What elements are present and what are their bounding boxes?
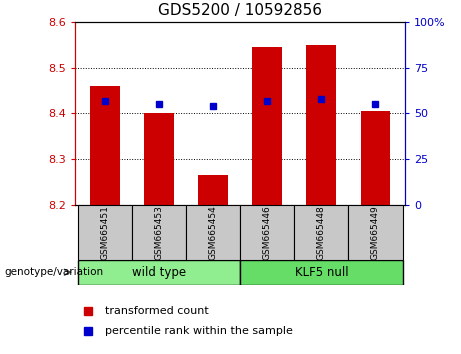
Bar bbox=[198, 175, 228, 205]
Bar bbox=[252, 47, 282, 205]
Text: GSM665446: GSM665446 bbox=[263, 205, 272, 260]
Text: GSM665451: GSM665451 bbox=[100, 205, 109, 260]
Text: KLF5 null: KLF5 null bbox=[295, 266, 348, 279]
Bar bbox=[144, 113, 174, 205]
Title: GDS5200 / 10592856: GDS5200 / 10592856 bbox=[158, 3, 322, 18]
Text: wild type: wild type bbox=[132, 266, 186, 279]
Bar bbox=[186, 205, 240, 260]
Text: GSM665449: GSM665449 bbox=[371, 205, 380, 260]
Bar bbox=[240, 260, 402, 285]
Bar bbox=[307, 45, 336, 205]
Bar bbox=[240, 205, 294, 260]
Text: GSM665453: GSM665453 bbox=[154, 205, 164, 260]
Bar bbox=[90, 86, 120, 205]
Bar bbox=[294, 205, 349, 260]
Text: genotype/variation: genotype/variation bbox=[5, 267, 104, 277]
Bar bbox=[132, 205, 186, 260]
Bar bbox=[349, 205, 402, 260]
Text: percentile rank within the sample: percentile rank within the sample bbox=[105, 326, 293, 336]
Bar bbox=[361, 111, 390, 205]
Text: transformed count: transformed count bbox=[105, 307, 208, 316]
Bar bbox=[78, 205, 132, 260]
Text: GSM665454: GSM665454 bbox=[209, 205, 218, 260]
Bar bbox=[78, 260, 240, 285]
Text: GSM665448: GSM665448 bbox=[317, 205, 326, 260]
